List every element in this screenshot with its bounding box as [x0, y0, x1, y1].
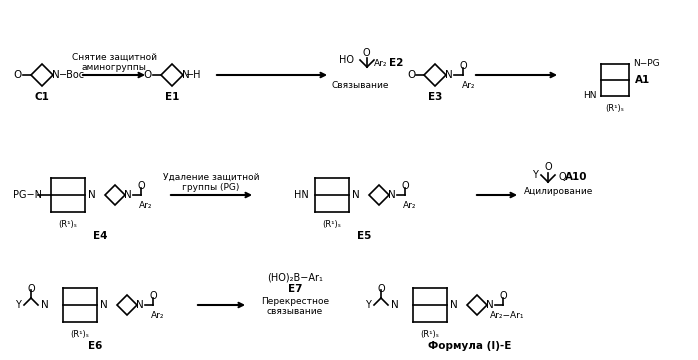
Text: N: N	[445, 70, 453, 80]
Text: Ar₂: Ar₂	[462, 81, 476, 90]
Text: O: O	[362, 48, 370, 58]
Text: Связывание: Связывание	[332, 81, 389, 90]
Text: Y: Y	[15, 300, 21, 310]
Text: N: N	[88, 190, 96, 200]
Text: E2: E2	[389, 58, 403, 68]
Text: (R¹)ₛ: (R¹)ₛ	[606, 104, 625, 112]
Text: O: O	[377, 284, 385, 294]
Text: O: O	[14, 70, 22, 80]
Text: Удаление защитной: Удаление защитной	[163, 172, 259, 181]
Text: HN: HN	[294, 190, 309, 200]
Text: E7: E7	[288, 284, 302, 294]
Text: N: N	[450, 300, 458, 310]
Text: C1: C1	[35, 92, 50, 102]
Text: O: O	[459, 61, 467, 71]
Text: N: N	[486, 300, 494, 310]
Text: (R¹)ₛ: (R¹)ₛ	[322, 220, 341, 229]
Text: −Boc: −Boc	[59, 70, 85, 80]
Text: связывание: связывание	[267, 306, 323, 315]
Text: N: N	[182, 70, 190, 80]
Text: Ar₂: Ar₂	[374, 58, 388, 68]
Text: PG−N: PG−N	[13, 190, 41, 200]
Text: (HO)₂B−Ar₁: (HO)₂B−Ar₁	[267, 272, 323, 282]
Text: группы (PG): группы (PG)	[182, 183, 239, 192]
Text: (R¹)ₛ: (R¹)ₛ	[59, 220, 77, 229]
Text: Перекрестное: Перекрестное	[261, 297, 329, 306]
Text: N: N	[52, 70, 60, 80]
Text: (R¹)ₛ: (R¹)ₛ	[70, 329, 89, 338]
Text: Q: Q	[558, 172, 566, 182]
Text: Ar₂: Ar₂	[151, 310, 165, 320]
Text: E3: E3	[428, 92, 443, 102]
Text: O: O	[149, 291, 157, 301]
Text: аминогруппы: аминогруппы	[82, 63, 147, 72]
Text: N: N	[124, 190, 132, 200]
Text: O: O	[27, 284, 35, 294]
Text: N: N	[391, 300, 399, 310]
Text: A1: A1	[635, 75, 651, 85]
Text: Ацилирование: Ацилирование	[524, 188, 594, 197]
Text: E5: E5	[357, 231, 371, 241]
Text: E6: E6	[88, 341, 102, 351]
Text: O: O	[544, 162, 552, 172]
Text: O: O	[407, 70, 415, 80]
Text: O: O	[138, 181, 144, 191]
Text: O: O	[499, 291, 507, 301]
Text: N: N	[100, 300, 108, 310]
Text: Y: Y	[532, 170, 538, 180]
Text: E4: E4	[93, 231, 107, 241]
Text: Ar₂: Ar₂	[139, 201, 153, 210]
Text: N: N	[136, 300, 144, 310]
Text: Снятие защитной: Снятие защитной	[71, 53, 156, 62]
Text: (R¹)ₛ: (R¹)ₛ	[421, 329, 440, 338]
Text: Ar₂: Ar₂	[403, 201, 417, 210]
Text: HO: HO	[339, 55, 355, 65]
Text: Ar₂−Ar₁: Ar₂−Ar₁	[490, 310, 524, 320]
Text: N: N	[388, 190, 396, 200]
Text: O: O	[401, 181, 409, 191]
Text: −H: −H	[186, 70, 202, 80]
Text: O: O	[144, 70, 152, 80]
Text: N: N	[41, 300, 49, 310]
Text: HN: HN	[584, 91, 597, 100]
Text: N−PG: N−PG	[633, 59, 660, 68]
Text: Формула (I)-E: Формула (I)-E	[429, 341, 512, 351]
Text: N: N	[352, 190, 360, 200]
Text: A10: A10	[565, 172, 587, 182]
Text: E1: E1	[165, 92, 179, 102]
Text: Y: Y	[365, 300, 371, 310]
